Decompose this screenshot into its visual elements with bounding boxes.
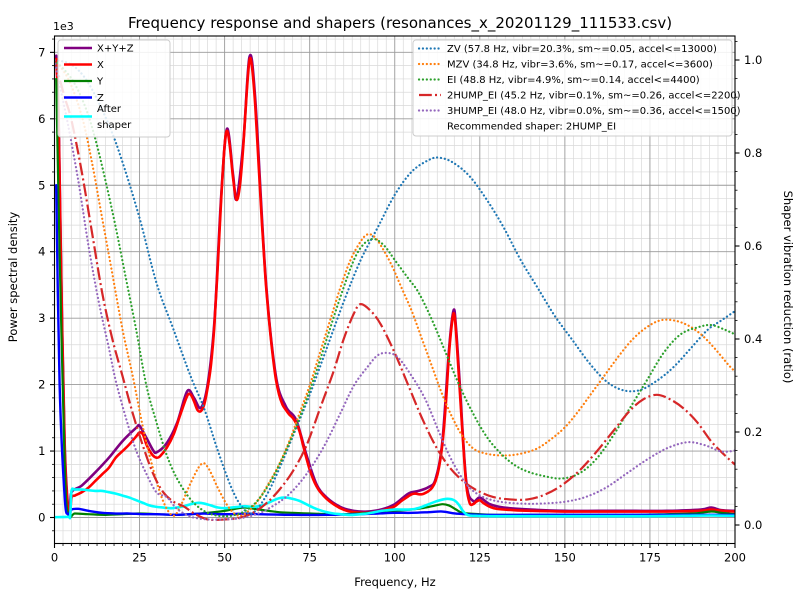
legend-label-zv: ZV (57.8 Hz, vibr=20.3%, sm~=0.05, accel… [447,44,717,55]
psd-curve-after-shaper [54,487,735,520]
legend-label-2hump_ei: 2HUMP_EI (45.2 Hz, vibr=0.1%, sm~=0.26, … [447,91,741,102]
shaper-curves [54,58,735,522]
y-left-tick-label: 5 [38,178,45,192]
y-right-tick-label: 0.2 [744,425,762,439]
legend-label-mzv: MZV (34.8 Hz, vibr=3.6%, sm~=0.17, accel… [447,60,713,71]
shaper-curve-ei [54,58,735,518]
x-tick-label: 200 [724,551,746,565]
y-right-tick-label: 1.0 [744,53,762,67]
y-left-tick-label: 3 [38,311,45,325]
shaper-curve-zv [54,58,735,515]
legend-shapers: ZV (57.8 Hz, vibr=20.3%, sm~=0.05, accel… [412,39,741,137]
psd-curve-z [55,184,735,517]
y-left-tick-label: 2 [38,378,45,392]
legend-label-psd: Z [97,93,104,104]
x-tick-label: 75 [302,551,317,565]
psd-curves [54,53,735,520]
x-tick-label: 50 [217,551,232,565]
y-axis-right-label: Shaper vibration reduction (ratio) [781,191,795,384]
legend-label-psd: X+Y+Z [97,44,134,55]
legend-label-psd: Y [96,77,104,88]
shaper-curve-mzv [54,58,735,517]
legend-label-psd: shaper [97,120,132,131]
x-tick-label: 100 [384,551,406,565]
y-right-tick-label: 0.8 [744,146,762,160]
x-tick-label: 175 [639,551,661,565]
y-left-tick-label: 6 [38,112,45,126]
shaper-curve-2hump_ei [54,59,735,522]
y-axis-offset-label: 1e3 [53,20,74,33]
x-tick-label: 25 [132,551,147,565]
x-axis-label: Frequency, Hz [354,575,435,589]
legend-box [412,39,733,137]
y-axis-left-label: Power spectral density [6,212,20,343]
psd-curve-x [54,56,735,519]
x-tick-label: 125 [469,551,491,565]
x-tick-label: 0 [51,551,58,565]
legend-label-ei: EI (48.8 Hz, vibr=4.9%, sm~=0.14, accel<… [447,75,700,86]
axis-tick-labels: 0 25 50 75 100 125 150 175 200 0 1 2 3 4 5 6 7 0.0 0.2 0.4 0… [38,45,762,564]
y-left-tick-label: 1 [38,444,45,458]
legend-label-psd: After [97,104,122,115]
y-left-tick-label: 4 [38,245,45,259]
legend-label-psd: X [97,60,104,71]
y-right-tick-label: 0.6 [744,239,762,253]
shaper-curve-3hump_ei [54,58,735,521]
recommended-shaper-note: Recommended shaper: 2HUMP_EI [447,122,616,133]
x-tick-label: 150 [554,551,576,565]
y-left-tick-label: 0 [38,511,45,525]
chart-title: Frequency response and shapers (resonanc… [128,14,672,33]
axis-ticks [50,38,740,548]
y-right-tick-label: 0.4 [744,332,762,346]
y-right-tick-label: 0.0 [744,518,762,532]
legend-label-3hump_ei: 3HUMP_EI (48.0 Hz, vibr=0.0%, sm~=0.36, … [447,106,741,117]
y-left-tick-label: 7 [38,45,45,59]
